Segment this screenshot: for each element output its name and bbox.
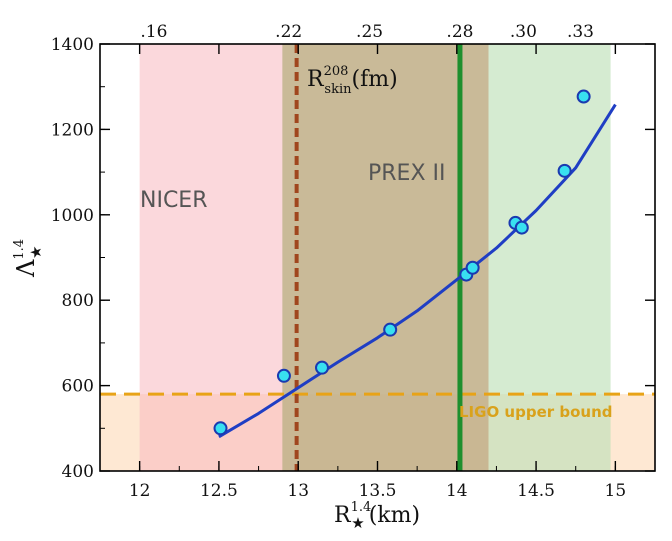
y-tick-label: 1000	[51, 206, 94, 226]
x-tick-label: 13	[287, 481, 309, 501]
svg-text:Λ1.4★: Λ1.4★	[12, 239, 45, 278]
fit-curve	[218, 103, 617, 439]
y-axis-title: Λ1.4★	[12, 239, 45, 278]
y-axis-ticks: 400 600 800 1000 1200 1400	[51, 35, 655, 482]
x-tick-label: 12	[129, 481, 151, 501]
x-tick-label: 12.5	[200, 481, 238, 501]
data-point	[557, 163, 572, 178]
data-point	[315, 360, 329, 375]
top-tick-label: .22	[275, 22, 302, 42]
data-point	[213, 421, 228, 436]
data-point	[383, 322, 398, 337]
x-axis-ticks: 12 12.5 13 13.5 14 14.5 15	[99, 44, 656, 501]
data-point	[276, 368, 291, 383]
ligo-label: LIGO upper bound	[459, 403, 613, 421]
prex-upper-region	[488, 44, 611, 471]
data-points	[213, 89, 591, 436]
top-tick-label: .33	[567, 22, 594, 42]
prex-region	[282, 44, 489, 471]
top-axis-ticks: .16 .22 .25 .28 .30 .33	[140, 22, 594, 42]
data-point	[514, 220, 529, 235]
top-tick-label: .30	[510, 22, 537, 42]
x-tick-label: 15	[605, 481, 627, 501]
x-axis-title: R1.4 ★ (km)	[334, 500, 420, 532]
prex-label: PREX II	[368, 161, 446, 186]
y-tick-label: 600	[62, 377, 94, 397]
top-axis-title: R208 skin(fm)	[307, 64, 398, 97]
fit-curve-layer	[218, 103, 617, 439]
data-point	[465, 260, 480, 275]
nicer-label: NICER	[140, 188, 208, 213]
y-tick-label: 1200	[51, 120, 94, 140]
y-tick-label: 400	[62, 462, 94, 482]
y-tick-label: 1400	[51, 35, 94, 55]
x-tick-label: 13.5	[359, 481, 397, 501]
y-tick-label: 800	[62, 291, 94, 311]
top-tick-label: .16	[140, 22, 167, 42]
reference-lines	[100, 44, 655, 471]
x-tick-label: 14	[446, 481, 468, 501]
top-tick-label: .28	[446, 22, 473, 42]
x-tick-label: 14.5	[517, 481, 555, 501]
top-tick-label: .25	[356, 22, 383, 42]
data-point	[576, 89, 591, 104]
shaded-regions	[100, 44, 655, 471]
